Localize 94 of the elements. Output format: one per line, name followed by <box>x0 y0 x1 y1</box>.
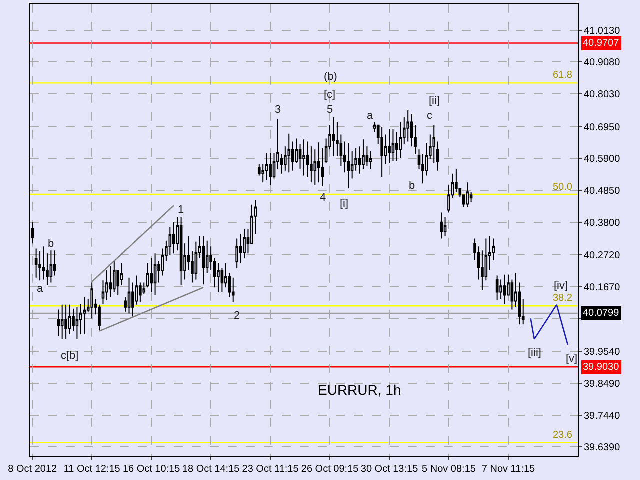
annotation: (b) <box>324 71 338 83</box>
annotation: [iv] <box>554 280 568 292</box>
x-tick-label: 16 Oct 10:15 <box>122 464 181 475</box>
annotation: 3 <box>275 104 282 116</box>
candlestick <box>406 110 410 142</box>
x-tick-label: 23 Oct 11:15 <box>242 464 300 475</box>
y-tick-label: 40.5900 <box>584 154 621 166</box>
candlestick <box>288 133 291 174</box>
candlestick <box>380 126 384 178</box>
candlestick <box>76 306 79 340</box>
annotation: 2 <box>234 310 240 322</box>
candlestick <box>306 141 310 178</box>
candlestick <box>347 143 350 189</box>
candlestick <box>50 250 53 284</box>
candlestick <box>60 304 64 340</box>
candlestick <box>496 275 499 301</box>
x-tick-label: 8 Oct 2012 <box>8 464 58 475</box>
y-tick-label: 40.8030 <box>584 90 621 101</box>
candlestick <box>106 270 108 301</box>
annotation: [ii] <box>429 95 440 107</box>
x-tick-label: 5 Nov 08:15 <box>422 464 476 475</box>
y-tick-label: 40.1670 <box>584 282 621 294</box>
annotation: [v] <box>566 353 578 365</box>
annotation: 5 <box>327 104 334 116</box>
y-tick-label: 39.9540 <box>584 347 621 358</box>
annotation: 61.8 <box>553 70 573 81</box>
ref-line-label: 39.9030 <box>583 362 620 373</box>
candlestick <box>436 141 440 172</box>
candlestick <box>370 150 372 170</box>
x-tick-label: 18 Oct 14:15 <box>182 464 240 475</box>
annotation: b <box>48 238 54 250</box>
candlestick <box>302 139 306 176</box>
annotation: 23.6 <box>553 430 573 441</box>
candlestick <box>362 139 365 170</box>
line-series <box>530 304 569 346</box>
candlestick <box>83 296 86 335</box>
candlestick <box>232 277 235 303</box>
candlestick <box>500 279 502 300</box>
candlestick <box>388 128 391 164</box>
candlestick <box>34 248 38 278</box>
y-tick-label: 40.4850 <box>584 186 621 198</box>
candlestick <box>180 217 183 286</box>
candlestick <box>57 309 60 337</box>
y-tick-label: 40.6950 <box>584 122 621 134</box>
annotation: c[b] <box>61 350 79 362</box>
annotation: c <box>427 110 433 122</box>
candlestick <box>432 124 436 164</box>
y-tick-label: 40.2720 <box>584 250 621 262</box>
candlestick <box>236 238 238 269</box>
annotation: b <box>409 180 416 192</box>
candlestick <box>217 262 220 293</box>
candlestick <box>90 282 94 320</box>
candlestick <box>440 212 443 240</box>
annotation: a <box>367 110 374 122</box>
x-tick-label: 30 Oct 13:15 <box>360 464 419 475</box>
candlestick <box>64 304 68 340</box>
candlestick <box>239 233 242 264</box>
candlestick <box>146 262 150 288</box>
y-tick-label: 40.9080 <box>584 58 621 69</box>
annotation: 4 <box>320 192 326 204</box>
candlestick <box>503 274 506 305</box>
annotation: EURRUR, 1h <box>318 382 402 398</box>
annotation: 1 <box>178 204 184 216</box>
y-tick-label: 39.6390 <box>584 442 621 454</box>
annotation: 50.0 <box>553 182 573 193</box>
candlestick <box>243 228 246 260</box>
candlestick <box>269 152 272 186</box>
candlestick <box>128 277 131 314</box>
annotation: [iii] <box>528 347 542 359</box>
y-tick-label: 40.3800 <box>584 218 621 229</box>
candlestick <box>265 152 268 182</box>
y-tick-label: 39.7440 <box>584 410 621 422</box>
candlestick <box>202 236 206 286</box>
x-tick-label: 26 Oct 09:15 <box>301 464 360 475</box>
candlestick <box>220 268 224 293</box>
candlestick <box>332 116 336 157</box>
candlestick <box>68 304 72 335</box>
candlestick <box>109 266 112 298</box>
annotation: [c] <box>324 89 336 101</box>
annotation: a <box>37 283 44 295</box>
candlestick <box>172 222 176 254</box>
ref-line-label: 40.9707 <box>583 38 620 49</box>
annotation: 38.2 <box>553 293 573 304</box>
candlestick <box>154 253 157 296</box>
x-tick-label: 11 Oct 12:15 <box>64 464 121 475</box>
candlestick <box>317 142 320 184</box>
annotation: [i] <box>340 198 349 210</box>
candlestick <box>399 122 402 159</box>
ref-line-label: 40.0799 <box>583 308 620 319</box>
candlestick <box>392 128 395 162</box>
x-tick-label: 7 Nov 11:15 <box>482 464 536 475</box>
y-tick-label: 39.8490 <box>584 379 621 390</box>
y-tick-label: 41.0130 <box>584 26 621 37</box>
candlestick <box>466 182 469 208</box>
